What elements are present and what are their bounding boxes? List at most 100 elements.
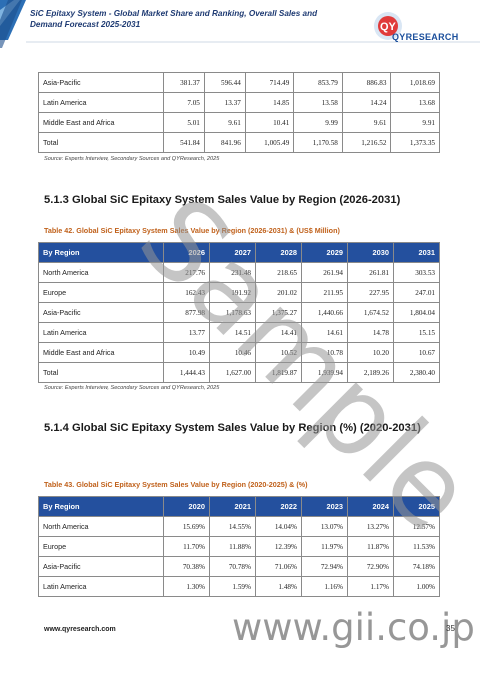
row-label: Asia-Pacific	[38, 302, 164, 323]
row-label: North America	[38, 516, 164, 537]
footer-url: www.qyresearch.com	[44, 626, 116, 633]
table-cell: 70.38%	[163, 556, 210, 577]
table-row: Asia-Pacific 70.38% 70.78% 71.06% 72.94% 72.9…	[38, 556, 440, 577]
table-cell: 853.79	[293, 72, 343, 93]
page-number: 35	[446, 624, 455, 633]
row-label: Asia-Pacific	[38, 72, 164, 93]
source-note: Source: Experts Interview, Secondary Sou…	[44, 385, 220, 391]
table-cell: 10.41	[244, 112, 295, 133]
table-row: Total 1,444.43 1,627.00 1,819.87 1,939.94 2,1…	[38, 362, 440, 383]
data-table: By Region 2026 2027 2028 2029 2030 2031 North A…	[38, 242, 440, 383]
table-cell: 13.58	[293, 92, 343, 113]
table-cell: 1,444.43	[163, 362, 210, 383]
table-cell: 7.05	[163, 92, 205, 113]
table-cell: 1,170.58	[293, 132, 343, 153]
table-cell: 11.97%	[301, 536, 348, 557]
row-label: Latin America	[38, 322, 164, 343]
table-cell: 15.69%	[163, 516, 210, 537]
table-cell: 13.68	[390, 92, 440, 113]
table-cell: 1,804.04	[393, 302, 440, 323]
table-cell: 71.06%	[255, 556, 302, 577]
table-cell: 1,373.35	[390, 132, 440, 153]
table-caption: Table 42. Global SiC Epitaxy System Sale…	[44, 226, 340, 235]
data-table: By Region 2020 2021 2022 2023 2024 2025 North A…	[38, 496, 440, 597]
table-row: Middle East and Africa 10.49 10.46 10.52 10.…	[38, 342, 440, 363]
table-caption: Table 43. Global SiC Epitaxy System Sale…	[44, 480, 308, 489]
table-cell: 303.53	[393, 262, 440, 283]
table-cell: 1.17%	[347, 576, 394, 597]
row-label: Europe	[38, 536, 164, 557]
header-graphic: QY	[0, 0, 480, 48]
table-row: Latin America 1.30% 1.59% 1.48% 1.16% 1.17% 1.…	[38, 576, 440, 597]
header-cell: 2021	[209, 496, 256, 517]
header-cell: By Region	[38, 496, 164, 517]
header-cell: 2023	[301, 496, 348, 517]
table-cell: 12.39%	[255, 536, 302, 557]
table-cell: 14.85	[244, 92, 295, 113]
table-row: North America 217.76 231.48 218.65 261.94 261…	[38, 262, 440, 283]
data-table: Asia-Pacific 381.37 596.44 714.49 853.79 886.…	[38, 72, 440, 153]
table-row: Total 541.84 841.96 1,005.49 1,170.58 1,216.5…	[38, 132, 440, 153]
table-cell: 1,018.69	[390, 72, 440, 93]
row-label: Latin America	[38, 576, 164, 597]
section-heading: 5.1.4 Global SiC Epitaxy System Sales Va…	[44, 422, 421, 434]
table-cell: 9.91	[390, 112, 440, 133]
table-cell: 1.00%	[393, 576, 440, 597]
table-cell: 886.83	[341, 72, 392, 93]
table-cell: 9.99	[293, 112, 343, 133]
table-cell: 14.04%	[255, 516, 302, 537]
table-cell: 247.01	[393, 282, 440, 303]
table-cell: 72.94%	[301, 556, 348, 577]
section-heading: 5.1.3 Global SiC Epitaxy System Sales Va…	[44, 194, 401, 206]
table-cell: 14.24	[341, 92, 392, 113]
table-cell: 227.95	[347, 282, 394, 303]
table-row: Asia-Pacific 381.37 596.44 714.49 853.79 886.…	[38, 72, 440, 93]
table-cell: 541.84	[163, 132, 205, 153]
source-note: Source: Experts Interview, Secondary Sou…	[44, 156, 220, 162]
table-cell: 70.78%	[209, 556, 256, 577]
table-cell: 1.48%	[255, 576, 302, 597]
table-row: Latin America 7.05 13.37 14.85 13.58 14.24 13.…	[38, 92, 440, 113]
svg-text:QY: QY	[380, 21, 397, 33]
table-cell: 1.16%	[301, 576, 348, 597]
table-cell: 714.49	[244, 72, 295, 93]
table-cell: 1,216.52	[341, 132, 392, 153]
table-cell: 11.88%	[209, 536, 256, 557]
row-label: Latin America	[38, 92, 164, 113]
row-label: Total	[38, 362, 164, 383]
header-cell: 2029	[301, 242, 348, 263]
table-cell: 11.87%	[347, 536, 394, 557]
table-cell: 9.61	[341, 112, 392, 133]
table-cell: 14.55%	[209, 516, 256, 537]
table-cell: 9.61	[203, 112, 246, 133]
header-cell: 2027	[209, 242, 256, 263]
table-row: Europe 11.70% 11.88% 12.39% 11.97% 11.87% 11.5…	[38, 536, 440, 557]
row-label: Total	[38, 132, 164, 153]
table-cell: 2,380.40	[393, 362, 440, 383]
table-cell: 72.90%	[347, 556, 394, 577]
table-cell: 261.81	[347, 262, 394, 283]
table-cell: 74.18%	[393, 556, 440, 577]
row-label: Middle East and Africa	[38, 342, 164, 363]
logo-text: QYRESEARCH	[392, 32, 459, 42]
table-cell: 13.37	[203, 92, 246, 113]
document-title: SiC Epitaxy System - Global Market Share…	[30, 9, 318, 29]
row-label: Asia-Pacific	[38, 556, 164, 577]
header-cell: 2030	[347, 242, 394, 263]
table-cell: 1,674.52	[347, 302, 394, 323]
table-cell: 1.59%	[209, 576, 256, 597]
table-cell: 15.15	[393, 322, 440, 343]
table-cell: 596.44	[203, 72, 246, 93]
table-row: Europe 162.43 191.92 201.02 211.95 227.95 247.…	[38, 282, 440, 303]
table-cell: 381.37	[163, 72, 205, 93]
table-cell: 10.67	[393, 342, 440, 363]
table-row: Middle East and Africa 5.01 9.61 10.41 9.99 9…	[38, 112, 440, 133]
header-cell: 2020	[163, 496, 210, 517]
row-label: Middle East and Africa	[38, 112, 164, 133]
table-cell: 1,005.49	[244, 132, 295, 153]
table-cell: 1.30%	[163, 576, 210, 597]
table-cell: 11.70%	[163, 536, 210, 557]
table-cell: 13.07%	[301, 516, 348, 537]
table-cell: 841.96	[203, 132, 246, 153]
